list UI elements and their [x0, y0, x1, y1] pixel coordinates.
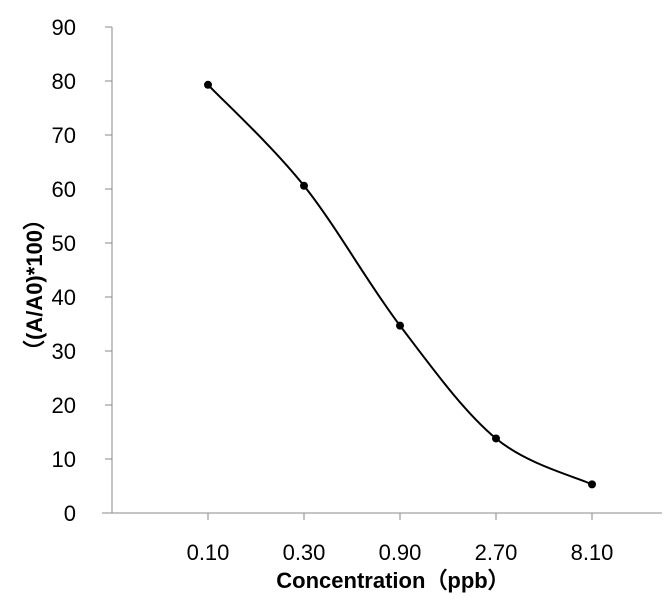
x-tick-label: 0.90 [379, 540, 422, 565]
y-tick-label: 20 [52, 393, 76, 418]
y-tick-label: 0 [64, 501, 76, 526]
data-point [396, 321, 404, 330]
data-point [492, 434, 500, 443]
data-point [300, 181, 308, 190]
x-ticks: 0.10 0.30 0.90 2.70 8.10 [187, 513, 614, 565]
y-tick-label: 80 [52, 69, 76, 94]
y-tick-label: 60 [52, 177, 76, 202]
series-line [207, 84, 593, 486]
data-points [204, 80, 596, 489]
y-tick-label: 40 [52, 285, 76, 310]
data-point [204, 80, 212, 89]
x-axis-title: Concentration（ppb） [276, 568, 509, 593]
data-point [588, 480, 596, 489]
y-tick-label: 90 [52, 15, 76, 40]
y-tick-label: 50 [52, 231, 76, 256]
y-axis-title: （(A/A0)*100） [22, 208, 47, 362]
x-tick-label: 0.30 [283, 540, 326, 565]
y-tick-label: 10 [52, 447, 76, 472]
y-tick-label: 30 [52, 339, 76, 364]
x-tick-label: 0.10 [187, 540, 230, 565]
y-tick-label: 70 [52, 123, 76, 148]
x-tick-label: 2.70 [475, 540, 518, 565]
x-tick-label: 8.10 [571, 540, 614, 565]
y-ticks: 0 10 20 30 40 50 60 70 80 90 [52, 15, 112, 526]
